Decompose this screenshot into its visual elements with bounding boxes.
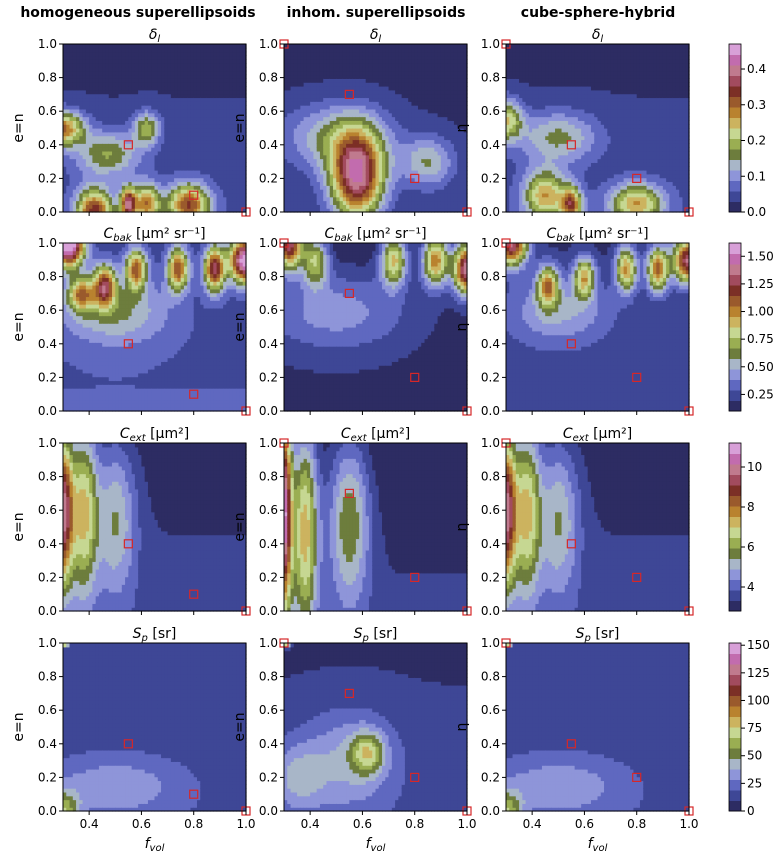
y-tick-label: 0.4 (38, 138, 57, 152)
y-tick-label: 0.8 (38, 71, 57, 85)
column-title-cube-sphere: cube-sphere-hybrid (521, 5, 675, 21)
panel-title: Cbak [μm² sr⁻¹] (103, 226, 205, 244)
heatmap-panels: 0.00.20.40.60.81.0δle=n0.00.20.40.60.81.… (11, 27, 699, 854)
y-tick-label: 0.6 (38, 104, 57, 118)
y-tick-label: 0.2 (38, 171, 57, 185)
y-tick-label: 1.0 (38, 236, 57, 250)
y-tick-label: 0.8 (38, 270, 57, 284)
column-title-inhomogeneous: inhom. superellipsoids (287, 5, 466, 21)
panel-0-2: 0.00.20.40.60.81.0Cext [μm²]e=n (11, 426, 250, 618)
column-title-homogeneous: homogeneous superellipsoids (20, 5, 255, 21)
y-tick-label: 1.0 (38, 37, 57, 51)
y-tick-label: 0.2 (38, 370, 57, 384)
heatmap-cells (63, 243, 247, 412)
heatmap-cells (63, 443, 247, 612)
column-titles: homogeneous superellipsoids inhom. super… (20, 5, 675, 21)
y-tick-label: 0.0 (38, 205, 57, 219)
y-tick-label: 0.0 (38, 404, 57, 418)
heatmap-cells (63, 44, 247, 213)
y-tick-label: 0.4 (38, 337, 57, 351)
panel-title: δl (149, 27, 161, 45)
y-axis-label: e=n (11, 312, 27, 341)
panel-0-0: 0.0 0.2 0.4 0.6 0.8 1.0 δl e=n (11, 27, 250, 219)
y-tick-label: 0.6 (38, 303, 57, 317)
panel-0-1: 0.0 0.2 0.4 0.6 0.8 1.0 Cbak [μm² sr⁻¹] e=n (11, 226, 250, 418)
y-axis-label: e=n (11, 113, 27, 142)
